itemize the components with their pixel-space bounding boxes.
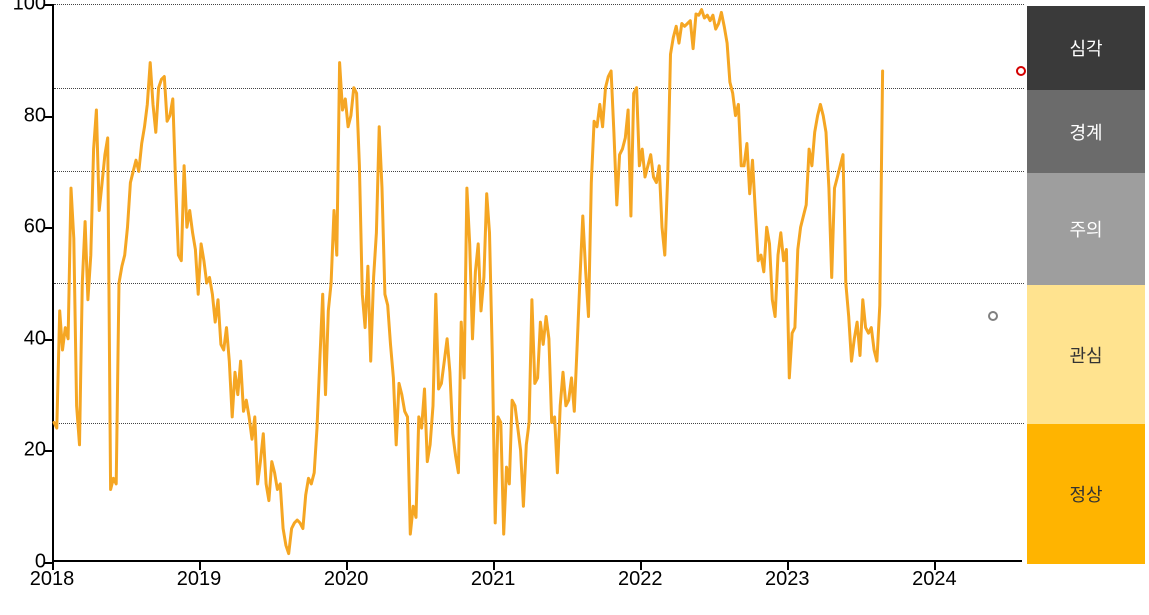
- legend-band: 주의: [1027, 173, 1145, 285]
- legend-band: 심각: [1027, 6, 1145, 90]
- y-tick: [44, 339, 52, 341]
- y-tick-label: 40: [2, 327, 46, 350]
- legend-band: 관심: [1027, 285, 1145, 425]
- y-tick-label: 80: [2, 104, 46, 127]
- y-tick: [44, 450, 52, 452]
- x-tick-label: 2021: [453, 568, 533, 591]
- y-tick: [44, 116, 52, 118]
- x-tick: [493, 562, 495, 570]
- y-tick-label: 20: [2, 439, 46, 462]
- prev-marker: [988, 311, 998, 321]
- risk-index-chart: 020406080100 201820192020202120222023202…: [0, 0, 1149, 615]
- x-tick-label: 2024: [894, 568, 974, 591]
- severity-legend: 심각경계주의관심정상: [1027, 6, 1145, 564]
- latest-marker: [1016, 66, 1026, 76]
- x-tick: [199, 562, 201, 570]
- legend-band: 경계: [1027, 90, 1145, 174]
- x-tick: [640, 562, 642, 570]
- x-tick-label: 2023: [747, 568, 827, 591]
- x-tick-label: 2022: [600, 568, 680, 591]
- x-tick-label: 2019: [159, 568, 239, 591]
- y-tick: [44, 562, 52, 564]
- y-tick-label: 100: [2, 0, 46, 16]
- x-tick-label: 2018: [12, 568, 92, 591]
- x-tick: [787, 562, 789, 570]
- y-tick-label: 60: [2, 216, 46, 239]
- line-series: [54, 4, 1024, 562]
- y-tick: [44, 4, 52, 6]
- x-tick: [52, 562, 54, 570]
- x-tick: [346, 562, 348, 570]
- legend-band: 정상: [1027, 424, 1145, 564]
- plot-area: [52, 4, 1022, 562]
- x-tick-label: 2020: [306, 568, 386, 591]
- x-tick: [934, 562, 936, 570]
- y-tick: [44, 227, 52, 229]
